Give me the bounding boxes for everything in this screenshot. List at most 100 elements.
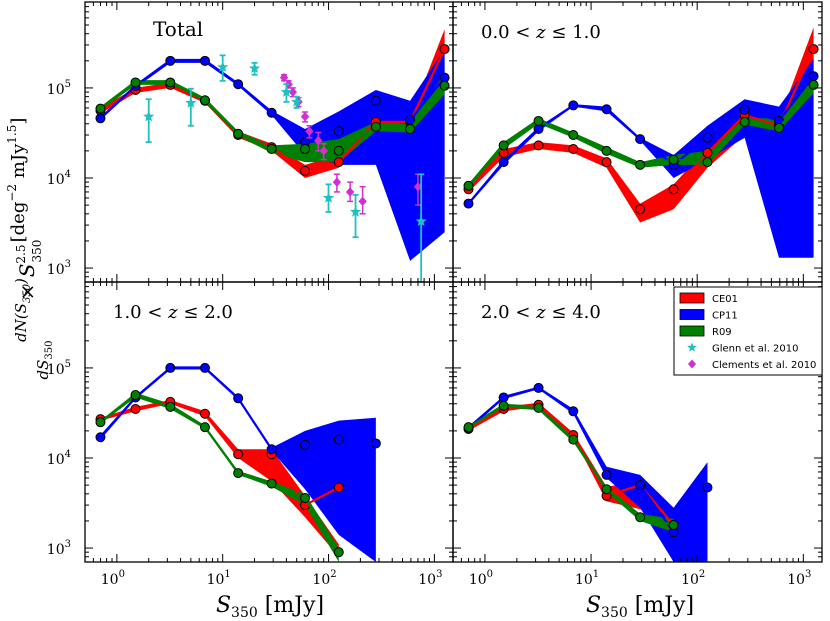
x-tick-label-exp: 1: [593, 569, 599, 580]
x-tick-label-base: 10: [312, 572, 330, 588]
ylabel-den-sub: 350: [44, 341, 55, 360]
clements-point: [300, 111, 310, 122]
ylabel-left: dN(S: [12, 303, 30, 342]
clements-point: [319, 146, 328, 156]
y-tick-label-base: 10: [47, 172, 65, 188]
legend-label: CE01: [712, 294, 738, 305]
x-tick-label-exp: 3: [436, 569, 442, 580]
point-cp11: [199, 55, 210, 66]
x-axis-label-right: S350 [mJy]: [586, 593, 694, 621]
y-tick-label-exp: 5: [65, 359, 71, 370]
point-ce01: [601, 157, 612, 168]
legend-swatch: [679, 325, 705, 337]
x-tick-label: 100: [469, 569, 493, 588]
point-cp11: [333, 126, 344, 137]
point-r09: [439, 80, 450, 91]
panel-title: Total: [153, 17, 203, 41]
panel-title-part: ≤: [178, 302, 205, 323]
band-cp11: [100, 49, 445, 261]
x-tick-label: 100: [101, 569, 125, 588]
point-ce01: [439, 44, 450, 55]
point-cp11: [370, 95, 381, 106]
legend-label: Glenn et al. 2010: [712, 344, 799, 355]
x-tick-label-base: 10: [787, 572, 805, 588]
point-cp11: [233, 393, 244, 404]
ylabel-unit-sup2: 1.5: [5, 125, 19, 144]
clements-point: [358, 196, 367, 207]
band-ce01: [468, 402, 674, 530]
x-tick-label: 101: [575, 569, 599, 588]
panel-title-part: 0.0: [481, 22, 510, 43]
point-cp11: [405, 115, 416, 126]
clements-point: [279, 72, 289, 83]
point-r09: [601, 145, 612, 156]
ylabel-sub: 350: [30, 240, 44, 263]
panel-title-part: z: [167, 302, 178, 323]
point-r09: [130, 77, 141, 88]
point-r09: [498, 400, 509, 411]
point-r09: [266, 478, 277, 489]
point-cp11: [533, 382, 544, 393]
panel-title-part: <: [142, 302, 169, 323]
point-r09: [668, 154, 679, 165]
point-r09: [199, 95, 210, 106]
x-axis-label-left: S350 [mJy]: [216, 593, 324, 621]
y-tick-label: 104: [47, 169, 71, 188]
y-axis-label-times: × S2.5 350: [14, 240, 44, 301]
point-ce01: [199, 408, 210, 419]
svg-text:dN(S350): dN(S350): [12, 278, 33, 342]
point-ce01: [635, 204, 646, 215]
x-tick-label-base: 10: [418, 572, 436, 588]
y-tick-label: 103: [47, 259, 71, 278]
panel-title: 0.0 < z ≤ 1.0: [481, 22, 601, 43]
glenn-point: [322, 192, 335, 203]
x-tick-label: 103: [418, 569, 442, 588]
panel-title-part: <: [510, 22, 537, 43]
y-tick-label-base: 10: [47, 542, 65, 558]
point-cp11: [266, 444, 277, 455]
glenn-point: [249, 62, 261, 74]
point-cp11: [333, 434, 344, 445]
x-tick-label-exp: 0: [119, 569, 125, 580]
panel-plot-area: [95, 29, 450, 282]
point-r09: [95, 103, 106, 114]
point-r09: [463, 180, 474, 191]
x-tick-label-exp: 2: [330, 569, 336, 580]
x-tick-label-base: 10: [101, 572, 119, 588]
ylabel-sup: 2.5: [14, 244, 28, 263]
clements-point: [288, 87, 298, 97]
point-ce01: [130, 403, 141, 414]
y-tick-label-exp: 3: [65, 539, 71, 550]
legend-item-3: Glenn et al. 2010: [687, 342, 799, 355]
panel-title-part: ≤: [546, 22, 573, 43]
xlabel-unit-left: [mJy]: [258, 593, 324, 618]
x-tick-label: 101: [207, 569, 231, 588]
panel-title-part: <: [510, 302, 537, 323]
band-r09: [468, 403, 674, 533]
y-tick-label-base: 10: [47, 262, 65, 278]
xlabel-main-right: S: [586, 593, 601, 618]
x-tick-label-exp: 3: [805, 569, 811, 580]
point-ce01: [702, 147, 713, 158]
panel-plot-area: [95, 362, 381, 562]
panel-frame: [84, 281, 454, 563]
x-tick-label-exp: 2: [699, 569, 705, 580]
legend-swatch: [679, 309, 705, 320]
clements-point: [305, 126, 314, 137]
y-tick-label-exp: 4: [65, 449, 71, 460]
legend-swatch: [679, 292, 705, 304]
point-cp11: [199, 362, 210, 373]
point-ce01: [333, 482, 344, 493]
point-cp11: [165, 55, 176, 66]
panel-1: 0.0 < z ≤ 1.0: [452, 1, 823, 283]
legend-label: CP11: [712, 311, 738, 322]
point-cp11: [568, 100, 579, 111]
line-r09: [99, 393, 340, 553]
point-r09: [333, 145, 344, 156]
svg-text:[deg−2 mJy1.5]: [deg−2 mJy1.5]: [5, 118, 29, 243]
